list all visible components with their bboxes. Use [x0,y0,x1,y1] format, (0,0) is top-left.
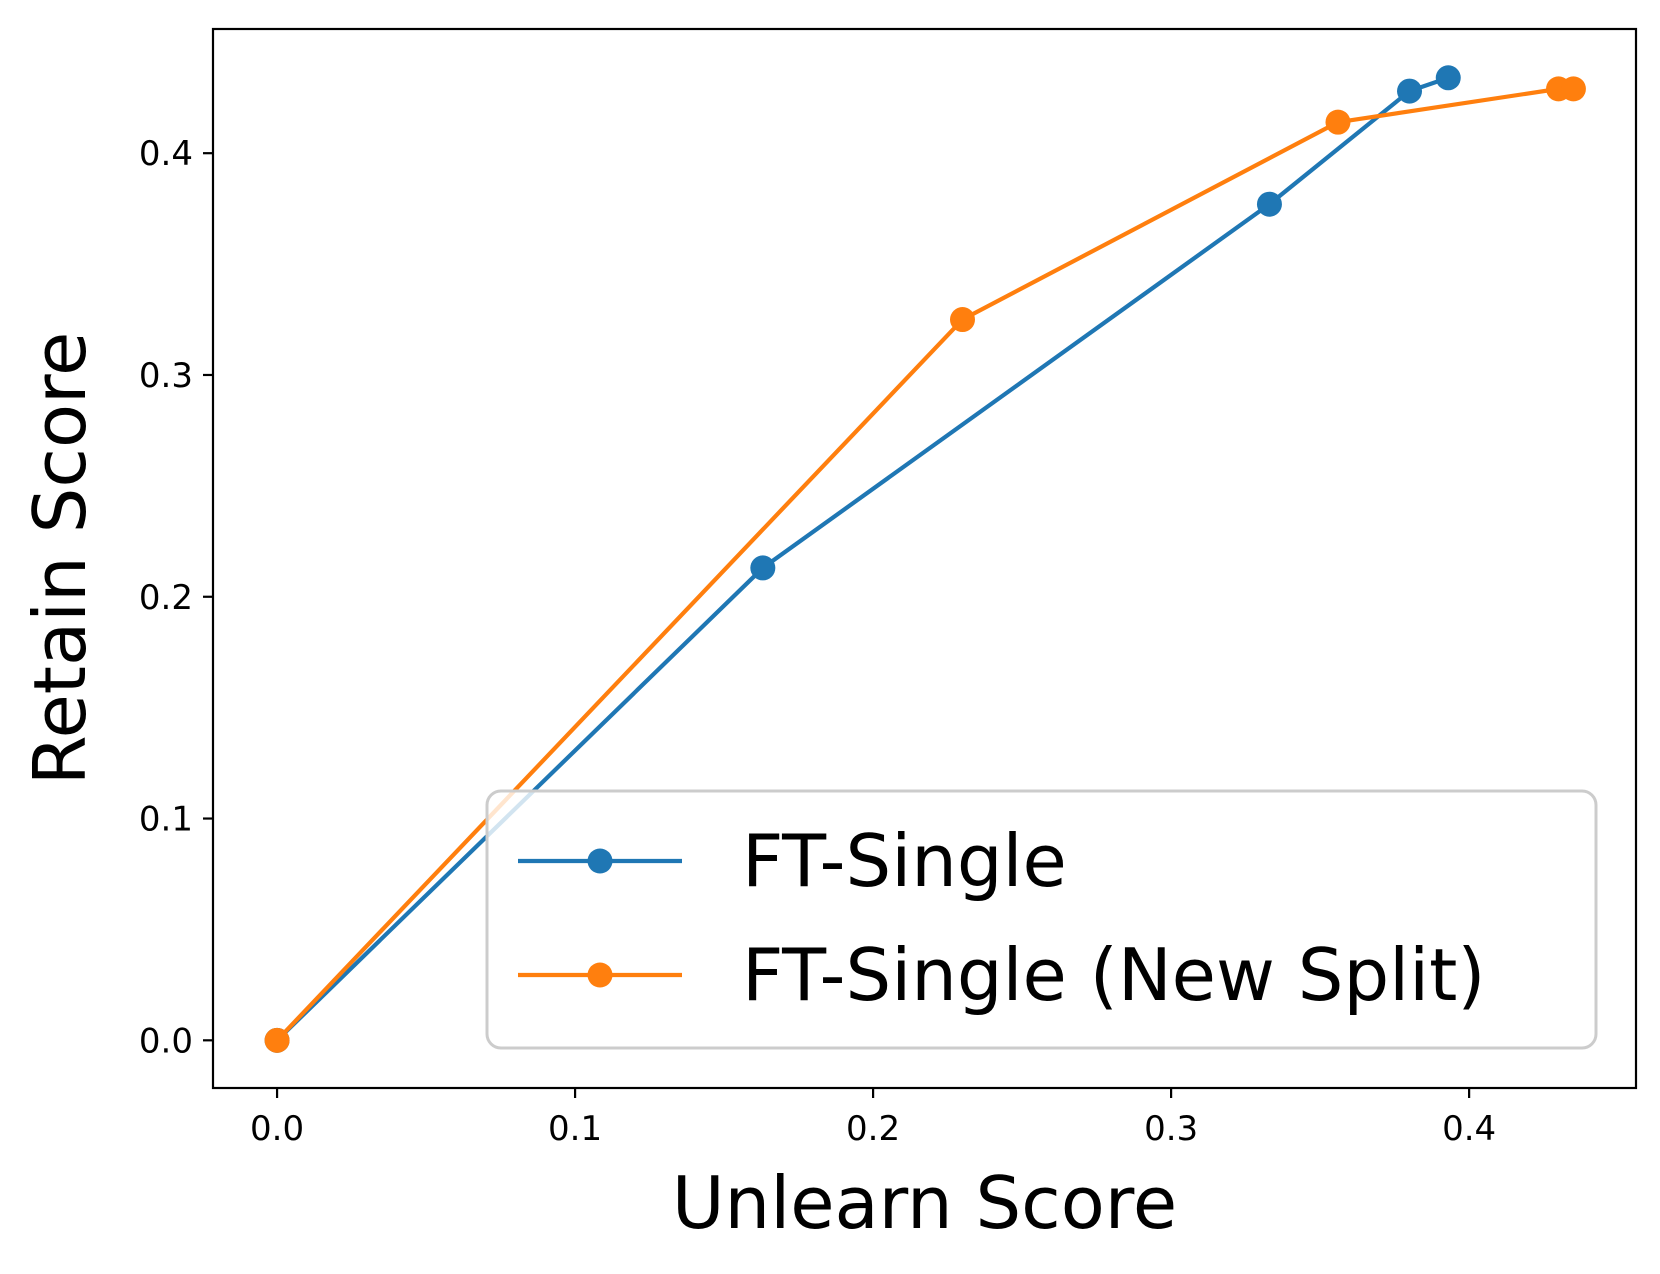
data-point-ft-single-new-split [1325,109,1351,135]
legend-swatch-marker-ft-single-new-split [587,962,613,988]
x-tick-label: 0.4 [1442,1109,1496,1149]
x-tick-label: 0.1 [548,1109,602,1149]
y-tick-label: 0.0 [139,1021,193,1061]
plot-area-frame [211,27,1638,1090]
data-point-ft-single-new-split [1560,76,1586,102]
x-axis: 0.0 0.1 0.2 0.3 0.4 [250,1088,1496,1149]
data-point-ft-single [1397,78,1423,104]
y-tick-label: 0.4 [139,134,193,174]
y-axis: 0.0 0.1 0.2 0.3 0.4 [139,134,213,1061]
x-axis-label: Unlearn Score [672,1161,1177,1245]
y-tick-label: 0.1 [139,800,193,840]
legend-swatch-marker-ft-single [587,848,613,874]
legend: FT-Single FT-Single (New Split) [485,789,1598,1050]
x-tick-label: 0.3 [1144,1109,1198,1149]
data-point-ft-single-new-split [949,307,975,333]
data-point-ft-single [1435,65,1461,91]
y-tick-label: 0.2 [139,578,193,618]
data-point-ft-single [750,555,776,581]
series-layer [264,65,1586,1053]
legend-label-ft-single: FT-Single [742,819,1067,903]
legend-label-ft-single-new-split: FT-Single (New Split) [742,933,1485,1017]
x-tick-label: 0.0 [250,1109,304,1149]
data-point-ft-single [1256,191,1282,217]
y-axis-label: Retain Score [18,332,102,786]
data-point-ft-single-new-split [264,1027,290,1053]
y-tick-label: 0.3 [139,356,193,396]
legend-box [485,789,1598,1050]
x-tick-label: 0.2 [846,1109,900,1149]
